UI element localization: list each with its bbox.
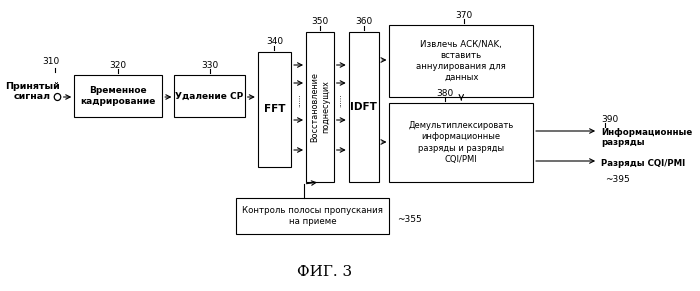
Text: Контроль полосы пропускания
на приеме: Контроль полосы пропускания на приеме bbox=[242, 206, 384, 226]
Text: Принятый
сигнал: Принятый сигнал bbox=[5, 82, 60, 101]
Text: Удаление СР: Удаление СР bbox=[176, 91, 244, 100]
Bar bbox=[306, 32, 334, 182]
Text: ......: ...... bbox=[337, 93, 342, 107]
Text: 380: 380 bbox=[436, 88, 454, 97]
Text: Демультиплексировать
информационные
разряды и разряды
CQI/PMI: Демультиплексировать информационные разр… bbox=[409, 121, 514, 164]
Bar bbox=[349, 32, 379, 182]
Bar bbox=[237, 198, 389, 234]
Text: Информационные
разряды: Информационные разряды bbox=[601, 128, 692, 148]
Text: 310: 310 bbox=[43, 58, 60, 67]
Text: ~395: ~395 bbox=[606, 175, 630, 184]
Text: 360: 360 bbox=[356, 17, 372, 26]
Bar bbox=[174, 75, 245, 117]
Text: 340: 340 bbox=[266, 38, 283, 47]
Text: 330: 330 bbox=[201, 61, 218, 70]
Bar bbox=[74, 75, 162, 117]
Bar bbox=[389, 25, 533, 97]
Text: 370: 370 bbox=[455, 10, 472, 19]
Text: ......: ...... bbox=[295, 93, 301, 107]
Text: Разряды CQI/PMI: Разряды CQI/PMI bbox=[601, 159, 685, 168]
Text: ФИГ. 3: ФИГ. 3 bbox=[297, 265, 352, 279]
Text: 350: 350 bbox=[312, 17, 328, 26]
Bar bbox=[389, 103, 533, 182]
Bar bbox=[258, 52, 291, 167]
Text: ~355: ~355 bbox=[397, 214, 421, 223]
Text: Временное
кадрирование: Временное кадрирование bbox=[80, 86, 156, 106]
Text: 390: 390 bbox=[601, 114, 618, 123]
Text: 320: 320 bbox=[110, 61, 127, 70]
Text: Извлечь АСК/NAK,
вставить
аннулирования для
данных: Извлечь АСК/NAK, вставить аннулирования … bbox=[416, 40, 506, 82]
Text: Восстановление
поднесущих: Восстановление поднесущих bbox=[310, 72, 330, 142]
Text: FFT: FFT bbox=[264, 104, 285, 114]
Text: IDFT: IDFT bbox=[351, 102, 377, 112]
